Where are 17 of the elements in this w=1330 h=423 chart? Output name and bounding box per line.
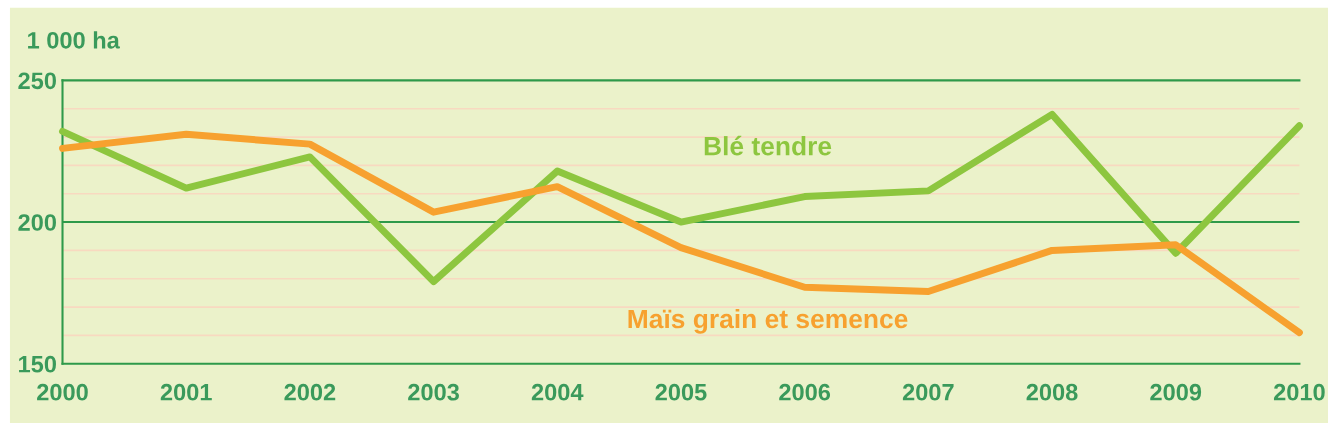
x-tick-label: 2004	[531, 383, 584, 401]
x-tick-label: 2006	[779, 383, 831, 401]
y-tick-label: 150	[19, 355, 56, 373]
y-axis-title: 1 000 ha	[28, 31, 120, 49]
x-tick-label: 2000	[37, 383, 88, 401]
x-tick-label: 2003	[408, 383, 459, 401]
x-tick-label: 2008	[1026, 383, 1078, 401]
series-label: Blé tendre	[704, 135, 832, 156]
x-tick-label: 2010	[1273, 383, 1325, 401]
x-tick-label: 2007	[902, 383, 954, 401]
x-tick-label: 2001	[160, 383, 212, 401]
x-tick-label: 2002	[284, 383, 336, 401]
x-tick-label: 2009	[1150, 383, 1202, 401]
x-tick-label: 2005	[655, 383, 707, 401]
y-tick-label: 200	[18, 214, 56, 231]
series-label: Maïs grain et semence	[628, 308, 908, 334]
y-tick-label: 250	[18, 72, 56, 90]
